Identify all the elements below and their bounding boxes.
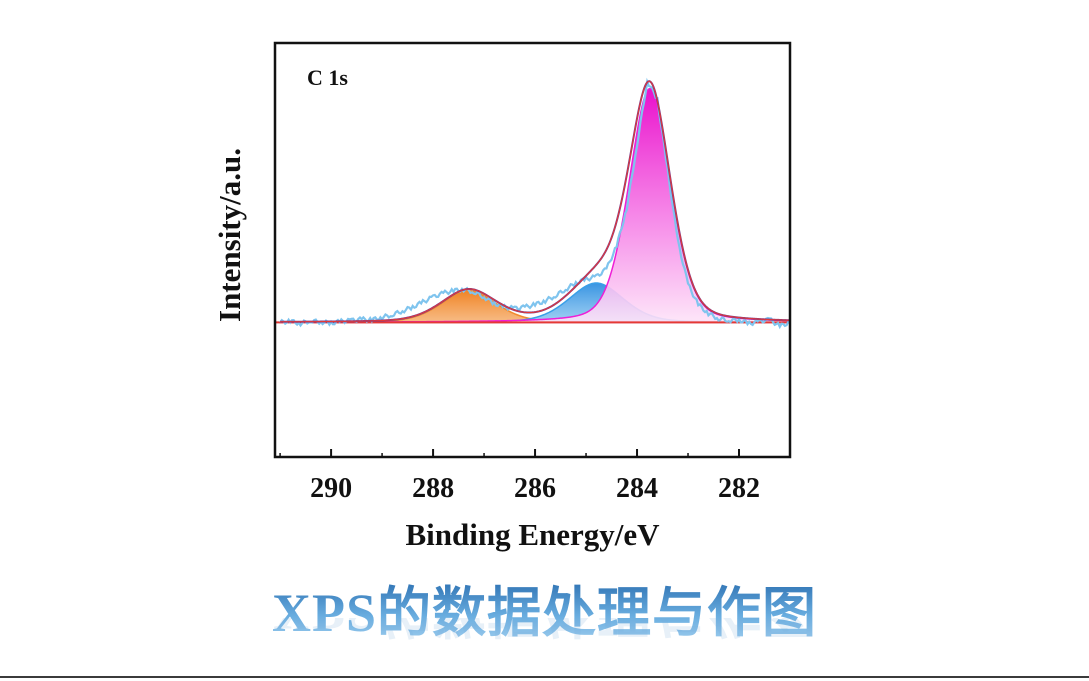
x-tick-label: 282 (718, 473, 760, 504)
fit-line (280, 80, 790, 323)
panel-label: C 1s (307, 65, 348, 90)
raw-data-line (279, 77, 790, 330)
x-tick-label: 286 (514, 473, 556, 504)
banner-reflection: XPS的数据处理与作图 (0, 618, 1089, 646)
envelope-line (280, 80, 790, 323)
component-peak-3 (279, 88, 790, 324)
xps-c1s-chart: 290 288 286 284 282 C 1s Binding Energy/eV I… (212, 41, 792, 552)
x-axis-title: Binding Energy/eV (405, 517, 660, 552)
x-tick-label: 284 (616, 473, 658, 504)
x-tick-label: 290 (310, 473, 352, 504)
banner-title: XPS的数据处理与作图 (0, 578, 1089, 648)
plot-frame (273, 41, 792, 459)
x-tick-label: 288 (412, 473, 454, 504)
bottom-divider (0, 676, 1089, 678)
y-axis-title: Intensity/a.u. (212, 148, 247, 322)
